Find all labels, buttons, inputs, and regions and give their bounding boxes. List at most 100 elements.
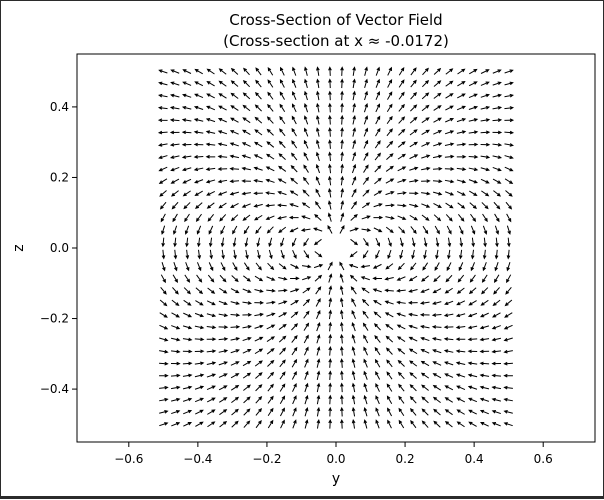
quiver-arrow: [206, 105, 216, 111]
quiver-arrow: [181, 155, 192, 159]
quiver-arrow: [503, 385, 513, 390]
quiver-arrow: [373, 227, 383, 233]
quiver-arrow: [303, 250, 310, 259]
quiver-arrow: [159, 410, 169, 414]
quiver-arrow: [242, 214, 251, 221]
quiver-arrow: [349, 274, 358, 282]
quiver-arrow: [432, 384, 442, 391]
quiver-arrow: [361, 202, 371, 209]
quiver-arrow: [504, 81, 514, 86]
quiver-arrow: [217, 167, 228, 171]
quiver-arrow: [278, 323, 287, 330]
quiver-arrow: [328, 175, 332, 186]
quiver-arrow: [217, 130, 228, 135]
quiver-arrow: [206, 300, 216, 306]
quiver-arrow: [385, 335, 394, 343]
quiver-arrow: [444, 287, 453, 294]
quiver-arrow: [351, 334, 356, 344]
quiver-arrow: [482, 249, 487, 260]
quiver-arrow: [327, 261, 333, 271]
quiver-arrow: [372, 276, 382, 281]
quiver-arrow: [303, 238, 309, 247]
quiver-arrow: [182, 93, 192, 98]
quiver-arrow: [218, 68, 227, 75]
quiver-arrow: [195, 287, 204, 295]
quiver-arrow: [266, 288, 276, 293]
quiver-arrow: [267, 91, 274, 100]
quiver-arrow: [316, 382, 321, 393]
quiver-arrow: [328, 66, 332, 76]
quiver-arrow: [444, 130, 455, 135]
quiver-arrow: [267, 395, 274, 404]
quiver-arrow: [206, 313, 217, 318]
quiver-arrow: [244, 237, 249, 248]
quiver-arrow: [230, 80, 239, 87]
quiver-arrow: [480, 299, 489, 306]
quiver-arrow: [170, 93, 180, 98]
quiver-arrow: [267, 383, 274, 392]
quiver-arrow: [434, 262, 440, 271]
quiver-arrow: [328, 418, 332, 429]
quiver-arrow: [159, 373, 169, 378]
quiver-arrow: [217, 179, 228, 184]
quiver-arrow: [422, 262, 429, 271]
quiver-arrow: [339, 285, 344, 295]
quiver-arrow: [181, 167, 192, 172]
quiver-arrow: [169, 106, 180, 110]
quiver-arrow: [456, 154, 467, 159]
quiver-arrow: [419, 313, 430, 317]
quiver-arrow: [456, 105, 466, 111]
quiver-arrow: [339, 297, 344, 308]
quiver-arrow: [230, 373, 240, 379]
quiver-arrow: [265, 178, 275, 183]
quiver-arrow: [468, 287, 477, 295]
quiver-arrow: [254, 104, 262, 112]
quiver-arrow: [493, 287, 500, 295]
quiver-arrow: [480, 155, 491, 159]
quiver-arrow: [421, 179, 431, 183]
quiver-arrow: [444, 179, 455, 184]
quiver-arrow: [279, 359, 286, 368]
quiver-arrow: [158, 69, 168, 74]
quiver-arrow: [409, 372, 417, 379]
quiver-arrow: [291, 323, 299, 331]
quiver-arrow: [409, 116, 418, 124]
quiver-arrow: [480, 167, 491, 172]
quiver-arrow: [505, 286, 512, 295]
quiver-arrow: [480, 118, 491, 122]
quiver-arrow: [316, 346, 321, 356]
x-axis-label: y: [332, 471, 340, 487]
quiver-arrow: [445, 93, 454, 99]
quiver-arrow: [218, 385, 228, 391]
quiver-arrow: [267, 67, 274, 76]
quiver-arrow: [170, 349, 181, 354]
quiver-arrow: [467, 361, 478, 366]
quiver-arrow: [241, 179, 251, 183]
quiver-arrow: [304, 419, 309, 429]
quiver-arrow: [504, 143, 514, 147]
quiver-arrow: [340, 90, 344, 101]
quiver-arrow: [480, 93, 490, 98]
quiver-arrow: [468, 421, 477, 427]
quiver-arrow: [421, 154, 431, 159]
quiver-arrow: [209, 249, 214, 260]
quiver-arrow: [420, 360, 430, 367]
quiver-arrow: [206, 68, 215, 75]
quiver-arrow: [302, 176, 310, 185]
quiver-arrow: [433, 408, 441, 416]
quiver-arrow: [217, 142, 228, 147]
quiver-arrow: [328, 309, 333, 320]
quiver-arrow: [184, 225, 190, 235]
quiver-arrow: [218, 337, 229, 341]
quiver-arrow: [184, 213, 190, 223]
quiver-arrow: [253, 214, 263, 221]
quiver-arrow: [255, 226, 262, 235]
quiver-arrow: [351, 201, 357, 210]
quiver-arrow: [217, 191, 228, 196]
quiver-arrow: [409, 384, 417, 392]
quiver-arrow: [480, 69, 490, 74]
quiver-arrow: [480, 142, 491, 147]
quiver-arrow: [254, 91, 262, 100]
quiver-arrow: [433, 130, 443, 135]
quiver-arrow: [231, 420, 239, 428]
